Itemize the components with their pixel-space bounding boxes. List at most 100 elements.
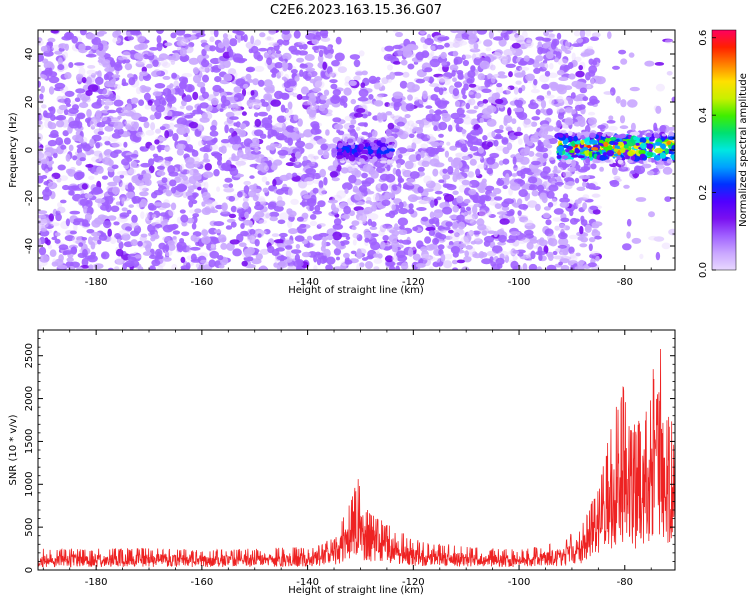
spectrogram-cell [201, 201, 206, 207]
spectrogram-signal-cell [639, 133, 643, 138]
spectrogram-cell [223, 73, 233, 82]
spectrogram-cell [76, 144, 87, 149]
spectrogram-cell [145, 244, 151, 252]
spectrogram-cell [38, 214, 47, 219]
spectrogram-cell [192, 74, 202, 84]
spectrogram-cell [402, 185, 413, 190]
spectrogram-cell [462, 94, 467, 100]
spectrogram-cell [127, 182, 133, 191]
spectrogram-cell [527, 200, 538, 208]
spectrogram-cell [398, 239, 404, 244]
spectrogram-cell [354, 193, 363, 201]
spectrogram-cell [494, 92, 501, 99]
spectrogram-cell [580, 236, 589, 243]
spectrogram-cell [570, 92, 576, 99]
spectrogram-cell [301, 251, 311, 258]
spectrogram-cell [165, 190, 173, 197]
spectrogram-cell [238, 212, 245, 218]
spectrogram-cell [235, 121, 241, 128]
spectrogram-cell [567, 167, 577, 172]
spectrogram-cell [472, 205, 478, 214]
spectrogram-cell [141, 177, 150, 182]
spectrogram-cell [478, 209, 487, 218]
spectrogram-cell [137, 240, 143, 247]
spectrogram-cell [277, 219, 286, 225]
spectrogram-signal-cell [376, 153, 382, 159]
spectrogram-cell [468, 98, 476, 106]
spectrogram-cell [591, 32, 601, 38]
spectrogram-cell [493, 230, 498, 238]
spectrogram-cell [289, 157, 298, 163]
spectrogram-cell [570, 159, 577, 168]
spectrogram-cell [435, 257, 441, 263]
spectrogram-cell [433, 125, 438, 132]
spectrogram-cell [137, 42, 148, 50]
spectrogram-cell [318, 104, 326, 112]
spectrogram-cell [188, 121, 199, 129]
spectrogram-cell [147, 52, 155, 61]
spectrogram-cell [258, 47, 268, 52]
spectrogram-cell [576, 38, 584, 43]
spectrogram-cell [162, 75, 171, 80]
spectrogram-cell [268, 42, 279, 47]
spectrogram-signal-cell [646, 151, 654, 157]
spectrogram-cell [344, 81, 350, 87]
spectrogram-cell [440, 253, 446, 263]
spectrogram-cell [309, 214, 317, 220]
spectrogram-cell [64, 235, 75, 242]
spectrogram-cell [343, 205, 351, 215]
spectrogram-cell [481, 88, 492, 94]
spectrogram-cell [333, 218, 342, 226]
spectrogram-cell [421, 250, 429, 259]
spectrogram-cell [101, 175, 109, 180]
snr-background [38, 330, 675, 570]
spectrogram-cell [68, 190, 75, 196]
spectrogram-cell [101, 136, 111, 142]
spectrogram-cell [279, 70, 284, 77]
spectrogram-cell [104, 105, 110, 110]
spectrogram-cell [229, 167, 239, 176]
spectrogram-cell [546, 125, 555, 132]
spectrogram-cell [422, 90, 428, 100]
spectrogram-cell [153, 189, 164, 196]
spectrogram-cell [228, 213, 237, 219]
spectrogram-cell [315, 251, 321, 256]
spectrogram-cell [323, 248, 331, 258]
spectrogram-cell [197, 186, 202, 191]
spectrogram-signal-cell [337, 142, 343, 149]
spectrogram-cell [578, 197, 588, 201]
spectrogram-cell [282, 60, 286, 69]
spectrogram-cell [456, 107, 465, 116]
spectrogram-signal-cell [616, 155, 621, 160]
spectrogram-cell [429, 185, 434, 192]
spectrogram-cell [595, 255, 600, 262]
spectrogram-cell [56, 114, 67, 121]
spectrogram-cell [148, 158, 155, 166]
spectrogram-cell [267, 49, 272, 55]
spectrogram-cell [375, 192, 381, 198]
spectrogram-cell [349, 54, 361, 60]
spectrogram-cell [58, 254, 64, 262]
spectrogram-cell [517, 210, 522, 217]
spectrogram-cell [556, 107, 566, 113]
spectrogram-cell [509, 231, 521, 236]
spectrogram-cell [265, 36, 274, 42]
spectrogram-cell [142, 251, 152, 256]
spectrogram-cell [128, 125, 138, 132]
spectrogram-cell [491, 245, 503, 254]
spectrogram-cell [486, 250, 497, 257]
spectrogram-cell [407, 63, 415, 70]
spectrogram-cell [451, 69, 456, 77]
spectrogram-cell [231, 155, 240, 162]
spectrogram-cell [180, 179, 191, 185]
spectrogram-cell [227, 68, 237, 75]
spectrogram-signal-cell [336, 148, 343, 153]
spectrogram-cell [603, 91, 614, 95]
spectrogram-cell [276, 200, 286, 207]
spectrogram-cell [503, 114, 513, 124]
spectrogram-cell [542, 60, 548, 64]
spectrogram-cell [468, 189, 477, 196]
spectrogram-cell [57, 57, 63, 66]
spectrogram-cell [400, 59, 408, 66]
spectrogram-cell [393, 50, 405, 57]
